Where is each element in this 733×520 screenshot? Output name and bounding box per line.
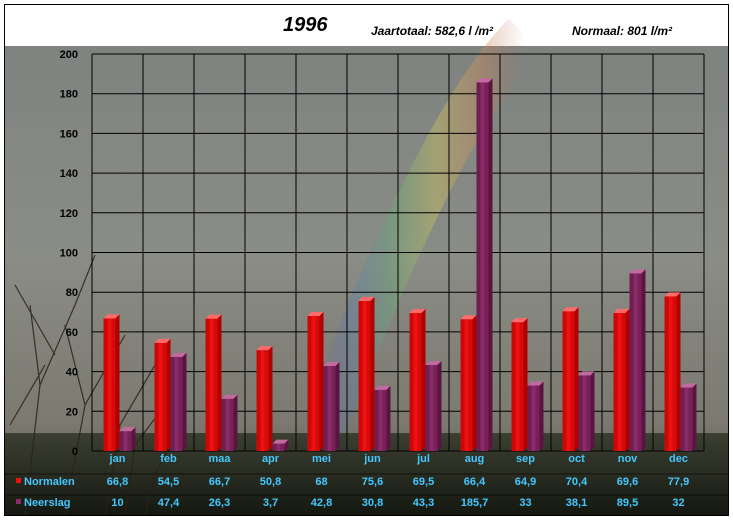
bar-neerslag-dec <box>680 383 697 451</box>
data-label-neerslag: 38,1 <box>566 497 587 509</box>
month-label: maa <box>208 453 231 465</box>
data-label-normalen: 69,6 <box>617 476 638 488</box>
month-label: jun <box>363 453 381 465</box>
y-tick-label: 40 <box>66 367 78 379</box>
month-label: sep <box>516 453 535 465</box>
month-label: mei <box>312 453 331 465</box>
bar-neerslag-oct <box>578 371 595 451</box>
bar-normalen-maa <box>205 314 222 451</box>
month-label: dec <box>669 453 688 465</box>
month-label: apr <box>262 453 280 465</box>
y-tick-label: 100 <box>60 248 78 260</box>
month-label: aug <box>465 453 485 465</box>
month-label: oct <box>568 453 585 465</box>
month-label: feb <box>160 453 177 465</box>
y-tick-label: 120 <box>60 208 78 220</box>
data-label-neerslag: 47,4 <box>158 497 180 509</box>
month-label: nov <box>618 453 638 465</box>
legend-label-neerslag: Neerslag <box>24 497 70 509</box>
bar-neerslag-mei <box>323 362 340 451</box>
bar-neerslag-jun <box>374 385 391 451</box>
data-label-normalen: 66,4 <box>464 476 486 488</box>
bar-normalen-sep <box>511 318 528 451</box>
y-tick-label: 160 <box>60 128 78 140</box>
data-label-normalen: 69,5 <box>413 476 434 488</box>
data-label-neerslag: 3,7 <box>263 497 278 509</box>
legend-swatch-normalen <box>16 478 21 483</box>
bar-neerslag-sep <box>527 381 544 451</box>
bar-normalen-nov <box>613 308 630 451</box>
rainbow <box>283 18 542 484</box>
data-label-neerslag: 30,8 <box>362 497 383 509</box>
bar-normalen-oct <box>562 307 579 451</box>
bar-normalen-jan <box>103 314 120 451</box>
bar-neerslag-apr <box>272 439 289 451</box>
month-label: jan <box>109 453 126 465</box>
y-axis: 0 20 40 60 80 100 120 140 160 180 200 <box>60 49 78 458</box>
bar-normalen-mei <box>307 312 324 451</box>
data-label-neerslag: 26,3 <box>209 497 230 509</box>
tree-silhouette <box>9 254 176 515</box>
normal-total-label: Normaal: 801 l/m² <box>572 24 673 38</box>
y-tick-label: 60 <box>66 327 78 339</box>
y-tick-label: 200 <box>60 49 78 61</box>
data-label-neerslag: 10 <box>111 497 123 509</box>
bar-normalen-dec <box>664 292 681 451</box>
y-tick-label: 140 <box>60 168 78 180</box>
month-label: jul <box>416 453 430 465</box>
data-label-normalen: 68 <box>315 476 327 488</box>
data-label-neerslag: 43,3 <box>413 497 434 509</box>
data-label-neerslag: 42,8 <box>311 497 332 509</box>
y-tick-label: 0 <box>72 446 78 458</box>
chart-title: 1996 <box>283 14 328 36</box>
chart-frame: 1996 Jaartotaal: 582,6 l /m² Normaal: 80… <box>4 4 729 516</box>
bar-normalen-jul <box>409 309 426 451</box>
data-label-normalen: 50,8 <box>260 476 281 488</box>
data-label-normalen: 66,8 <box>107 476 128 488</box>
bar-neerslag-jan <box>119 427 136 451</box>
data-label-normalen: 54,5 <box>158 476 179 488</box>
y-tick-label: 80 <box>66 287 78 299</box>
bar-neerslag-jul <box>425 361 442 451</box>
data-label-neerslag: 89,5 <box>617 497 638 509</box>
bar-normalen-apr <box>256 346 273 451</box>
y-tick-label: 20 <box>66 406 78 418</box>
gridlines <box>91 53 705 452</box>
legend-swatch-neerslag <box>16 499 21 504</box>
bar-normalen-feb <box>154 338 171 451</box>
legend-label-normalen: Normalen <box>24 476 75 488</box>
bar-normalen-jun <box>358 296 375 451</box>
bar-normalen-aug <box>460 315 477 451</box>
data-table: jan feb maa apr mei jun jul aug sep oct nov dec Norm… <box>5 453 728 509</box>
rainfall-chart: 0 20 40 60 80 100 120 140 160 180 200 jan feb maa apr m… <box>5 18 728 515</box>
data-label-normalen: 75,6 <box>362 476 383 488</box>
bar-neerslag-aug <box>476 78 493 451</box>
data-label-normalen: 70,4 <box>566 476 588 488</box>
bar-neerslag-maa <box>221 394 238 451</box>
data-label-neerslag: 33 <box>519 497 531 509</box>
bar-neerslag-feb <box>170 352 187 451</box>
annual-total-label: Jaartotaal: 582,6 l /m² <box>371 24 494 38</box>
y-tick-label: 180 <box>60 89 78 101</box>
data-label-normalen: 64,9 <box>515 476 536 488</box>
data-label-normalen: 66,7 <box>209 476 230 488</box>
bars <box>103 78 697 451</box>
bar-neerslag-nov <box>629 269 646 451</box>
data-label-neerslag: 32 <box>672 497 684 509</box>
data-label-neerslag: 185,7 <box>461 497 489 509</box>
data-label-normalen: 77,9 <box>668 476 689 488</box>
